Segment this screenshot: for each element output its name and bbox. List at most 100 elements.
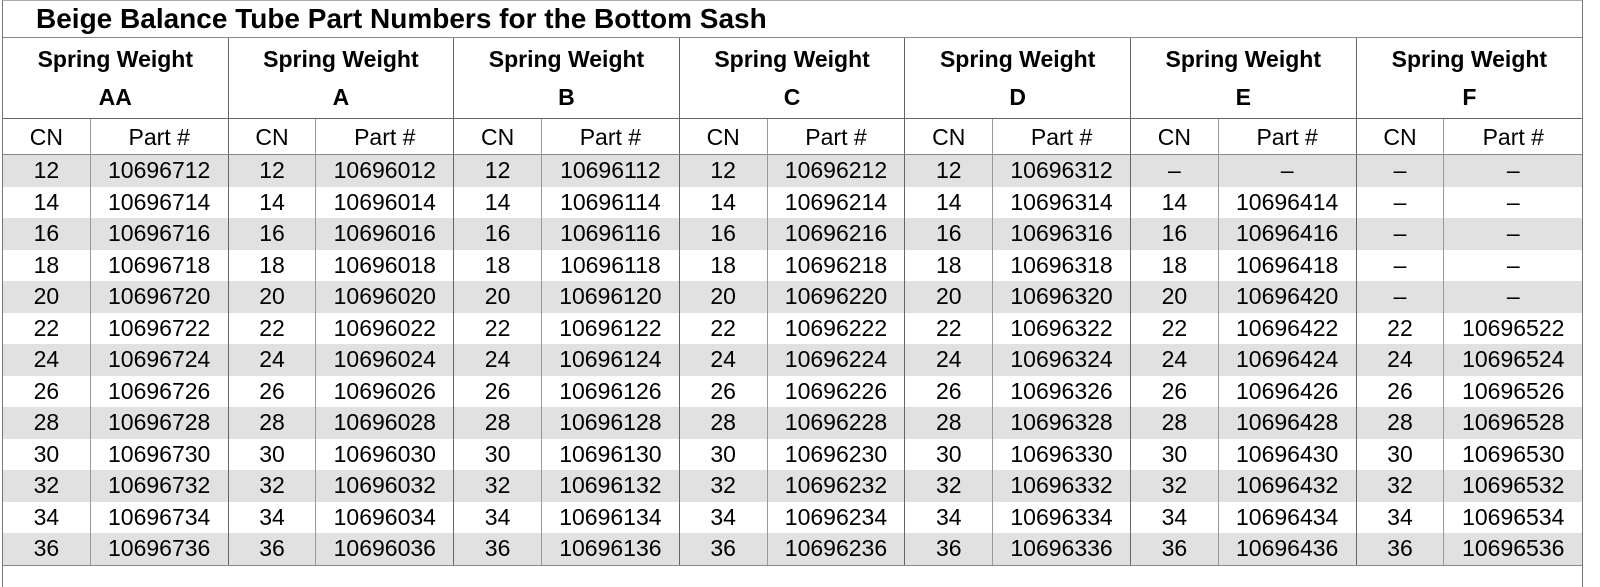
- cn-cell: 30: [905, 438, 994, 470]
- cn-cell: 22: [905, 312, 994, 344]
- part-number-cell: 10696312: [993, 155, 1131, 187]
- cn-cell: 34: [905, 501, 994, 533]
- part-column-header: Part #: [767, 119, 906, 155]
- cn-cell: 36: [1130, 533, 1219, 565]
- part-number-cell: 10696326: [993, 375, 1131, 407]
- part-number-cell: 10696114: [542, 186, 680, 218]
- part-number-cell: 10696734: [91, 501, 229, 533]
- cn-cell: 18: [3, 249, 91, 281]
- part-number-cell: 10696522: [1462, 314, 1565, 341]
- part-number-cell: –: [1218, 155, 1357, 187]
- part-number-cell: 10696416: [1218, 218, 1357, 250]
- cn-cell: 26: [3, 375, 91, 407]
- part-number-cell: 10696436: [1218, 533, 1357, 565]
- part-number-cell: 10696116: [541, 218, 680, 250]
- part-number-cell: 10696230: [768, 438, 906, 470]
- part-number-cell: –: [1444, 281, 1583, 313]
- part-number-cell: 10696022: [316, 312, 455, 344]
- part-number-cell: 10696124: [541, 344, 680, 376]
- group-header-prefix: Spring Weight: [714, 46, 870, 72]
- cn-cell: 34: [680, 501, 768, 533]
- cn-cell: –: [1357, 186, 1445, 218]
- part-number-cell: 10696428: [1218, 407, 1357, 439]
- part-number-cell: 10696032: [316, 470, 455, 502]
- cn-cell: 28: [3, 407, 91, 439]
- cn-column-header: CN: [1130, 119, 1219, 155]
- part-number-cell: 10696226: [768, 375, 906, 407]
- part-number-cell: –: [1506, 188, 1520, 215]
- part-number-cell: 10696722: [91, 312, 229, 344]
- cn-cell: 18: [1131, 249, 1219, 281]
- cn-cell: 16: [454, 218, 542, 250]
- part-number-cell: 10696136: [541, 533, 680, 565]
- cn-cell: 22: [1131, 312, 1219, 344]
- part-number-cell: 10696118: [542, 249, 680, 281]
- cn-cell: 24: [228, 344, 317, 376]
- group-header-F: Spring Weight F: [1356, 38, 1583, 119]
- group-header-letter: AA: [98, 84, 132, 110]
- cn-cell: 24: [905, 344, 994, 376]
- cn-cell: 20: [905, 281, 994, 313]
- part-number-cell: 10696020: [316, 281, 455, 313]
- group-header-prefix: Spring Weight: [37, 46, 194, 72]
- part-number-cell: 10696732: [90, 470, 229, 502]
- part-number-cell: 10696016: [316, 218, 455, 250]
- cn-cell: 14: [1131, 186, 1219, 218]
- group-header-A: Spring Weight A: [228, 38, 455, 119]
- group-header-prefix: Spring Weight: [488, 46, 645, 72]
- cn-cell: 36: [1356, 533, 1445, 565]
- part-number-cell: 10696128: [541, 407, 680, 439]
- group-header-C: Spring Weight C: [679, 38, 906, 119]
- group-header-letter: C: [783, 84, 801, 110]
- part-number-cell: 10696028: [316, 407, 455, 439]
- cn-cell: 18: [680, 249, 768, 281]
- part-number-cell: 10696126: [542, 375, 680, 407]
- part-number-cell: 10696130: [542, 438, 680, 470]
- part-number-cell: 10696426: [1219, 375, 1357, 407]
- cn-column-header: CN: [228, 119, 317, 155]
- group-header-prefix: Spring Weight: [939, 46, 1096, 72]
- cn-cell: 26: [1131, 375, 1219, 407]
- cn-cell: 18: [229, 249, 317, 281]
- cn-cell: 24: [1130, 344, 1219, 376]
- cn-cell: 22: [3, 312, 91, 344]
- cn-cell: 34: [3, 501, 91, 533]
- part-number-cell: 10696218: [768, 249, 906, 281]
- part-number-cell: 10696534: [1462, 503, 1565, 530]
- group-header-prefix: Spring Weight: [1165, 46, 1321, 72]
- cn-cell: 28: [905, 407, 994, 439]
- part-number-cell: 10696418: [1219, 249, 1357, 281]
- part-number-cell: 10696018: [316, 249, 455, 281]
- part-number-cell: 10696214: [768, 186, 906, 218]
- cn-cell: 12: [679, 155, 768, 187]
- part-number-cell: 10696122: [542, 312, 680, 344]
- part-column-header: Part #: [90, 119, 229, 155]
- part-number-cell: 10696112: [541, 155, 680, 187]
- cn-cell: 16: [1130, 218, 1219, 250]
- part-number-cell: 10696714: [91, 186, 229, 218]
- part-number-cell: 10696318: [993, 249, 1131, 281]
- part-number-cell: 10696532: [1444, 470, 1583, 502]
- cn-cell: 28: [228, 407, 317, 439]
- part-number-cell: 10696236: [767, 533, 906, 565]
- cn-cell: –: [1356, 218, 1445, 250]
- part-number-cell: 10696414: [1219, 186, 1357, 218]
- cn-cell: 26: [680, 375, 768, 407]
- cn-cell: 12: [454, 155, 542, 187]
- cn-cell: 12: [228, 155, 317, 187]
- cn-cell: 24: [454, 344, 542, 376]
- part-number-cell: 10696422: [1219, 312, 1357, 344]
- cn-cell: 26: [1357, 375, 1445, 407]
- part-number-cell: 10696334: [993, 501, 1131, 533]
- part-number-cell: 10696232: [767, 470, 906, 502]
- group-header-letter: A: [332, 84, 350, 110]
- cn-cell: 24: [3, 344, 91, 376]
- part-number-cell: 10696528: [1444, 407, 1583, 439]
- part-number-cell: 10696220: [767, 281, 906, 313]
- part-number-cell: 10696026: [316, 375, 455, 407]
- cn-cell: 32: [3, 470, 91, 502]
- cn-column-header: CN: [454, 119, 542, 155]
- part-number-cell: 10696216: [767, 218, 906, 250]
- part-number-cell: 10696736: [90, 533, 229, 565]
